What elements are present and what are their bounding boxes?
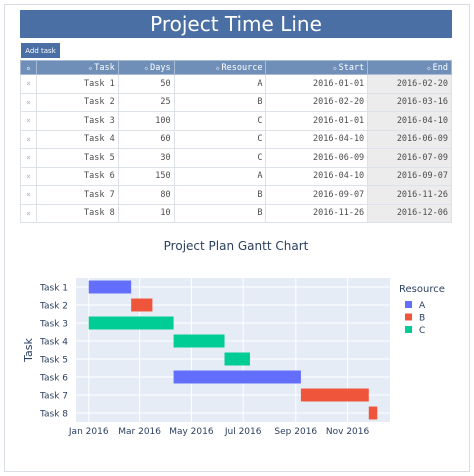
cell-task[interactable]: Task 3 (35, 111, 119, 131)
cell-days[interactable]: 80 (117, 185, 175, 205)
x-tick-label: Nov 2016 (326, 427, 370, 437)
delete-row-icon[interactable]: × (20, 111, 37, 131)
cell-start[interactable]: 2016-04-10 (265, 166, 369, 186)
chart-title: Project Plan Gantt Chart (163, 239, 309, 253)
y-tick-label: Task 5 (39, 356, 68, 366)
cell-resource[interactable]: C (173, 148, 267, 168)
y-axis-label: Task (22, 338, 35, 363)
add-task-button[interactable]: Add task (21, 43, 60, 58)
sort-icon[interactable]: ◇ (88, 64, 93, 72)
y-tick-label: Task 6 (39, 374, 68, 384)
column-header-start[interactable]: ◇ Start (265, 60, 369, 75)
sort-icon[interactable]: ◇ (427, 64, 431, 72)
table-row: × Task 7 80 B 2016-09-07 2016-11-26 (20, 185, 452, 205)
y-tick-label: Task 2 (39, 302, 68, 312)
legend-item-label[interactable]: B (419, 314, 425, 324)
column-header-resource[interactable]: ◇ Resource (173, 60, 267, 75)
column-header-delete[interactable]: ◇ (20, 60, 37, 75)
delete-row-icon[interactable]: × (20, 166, 37, 186)
sort-icon[interactable]: ◇ (215, 64, 220, 72)
cell-resource[interactable]: C (173, 129, 267, 149)
page-title-text: Project Time Line (150, 12, 322, 36)
gantt-bar[interactable] (173, 370, 301, 384)
delete-row-icon[interactable]: × (20, 129, 37, 149)
sort-icon[interactable]: ◇ (26, 64, 31, 72)
tasks-table: ◇ ◇ Task ◇ Days ◇ Resource ◇ Start ◇ End × Ta… (20, 60, 452, 223)
cell-end: 2016-04-10 (367, 111, 452, 131)
table-row: × Task 5 30 C 2016-06-09 2016-07-09 (20, 148, 452, 168)
gantt-bar[interactable] (88, 316, 174, 330)
y-tick-label: Task 8 (39, 410, 68, 420)
column-header-task[interactable]: ◇ Task (35, 60, 119, 75)
page-title: Project Time Line (20, 10, 452, 38)
table-row: × Task 4 60 C 2016-04-10 2016-06-09 (20, 129, 452, 149)
delete-row-icon[interactable]: × (20, 203, 37, 223)
sort-icon[interactable]: ◇ (144, 64, 149, 72)
gantt-bar[interactable] (173, 334, 225, 348)
cell-end: 2016-09-07 (367, 166, 452, 186)
legend-item-label[interactable]: A (419, 301, 426, 311)
table-header-row: ◇ ◇ Task ◇ Days ◇ Resource ◇ Start ◇ End (20, 60, 452, 75)
gantt-bar[interactable] (300, 388, 369, 402)
legend-swatch[interactable] (405, 326, 412, 333)
gantt-bar[interactable] (88, 280, 132, 294)
cell-end: 2016-03-16 (367, 92, 452, 112)
x-tick-label: Mar 2016 (118, 427, 161, 437)
cell-resource[interactable]: B (173, 203, 267, 223)
gantt-bar[interactable] (131, 298, 153, 312)
gantt-bar[interactable] (368, 406, 378, 420)
y-tick-label: Task 7 (39, 392, 68, 402)
y-tick-label: Task 3 (39, 320, 68, 330)
legend-title: Resource (399, 284, 445, 295)
cell-start[interactable]: 2016-04-10 (265, 129, 369, 149)
table-row: × Task 8 10 B 2016-11-26 2016-12-06 (20, 203, 452, 223)
legend-item-label[interactable]: C (419, 326, 425, 336)
delete-row-icon[interactable]: × (20, 185, 37, 205)
x-tick-label: Jul 2016 (224, 427, 262, 437)
cell-days[interactable]: 10 (117, 203, 175, 223)
cell-end: 2016-07-09 (367, 148, 452, 168)
table-row: × Task 2 25 B 2016-02-20 2016-03-16 (20, 92, 452, 112)
delete-row-icon[interactable]: × (20, 148, 37, 168)
cell-resource[interactable]: C (173, 111, 267, 131)
table-row: × Task 3 100 C 2016-01-01 2016-04-10 (20, 111, 452, 131)
cell-start[interactable]: 2016-06-09 (265, 148, 369, 168)
table-row: × Task 1 50 A 2016-01-01 2016-02-20 (20, 74, 452, 94)
cell-task[interactable]: Task 4 (35, 129, 119, 149)
x-tick-label: Jan 2016 (68, 427, 109, 437)
x-tick-label: Sep 2016 (274, 427, 317, 437)
cell-resource[interactable]: B (173, 185, 267, 205)
cell-days[interactable]: 150 (117, 166, 175, 186)
x-tick-label: May 2016 (169, 427, 214, 437)
cell-end: 2016-12-06 (367, 203, 452, 223)
cell-resource[interactable]: A (173, 166, 267, 186)
table-row: × Task 6 150 A 2016-04-10 2016-09-07 (20, 166, 452, 186)
gantt-bar[interactable] (224, 352, 250, 366)
legend-swatch[interactable] (405, 301, 412, 308)
cell-end: 2016-11-26 (367, 185, 452, 205)
sort-icon[interactable]: ◇ (332, 64, 337, 72)
y-tick-label: Task 1 (39, 284, 68, 294)
column-header-end[interactable]: ◇ End (367, 60, 452, 75)
y-tick-label: Task 4 (39, 338, 68, 348)
column-header-days[interactable]: ◇ Days (117, 60, 175, 75)
legend-swatch[interactable] (405, 313, 412, 321)
cell-end: 2016-06-09 (367, 129, 452, 149)
